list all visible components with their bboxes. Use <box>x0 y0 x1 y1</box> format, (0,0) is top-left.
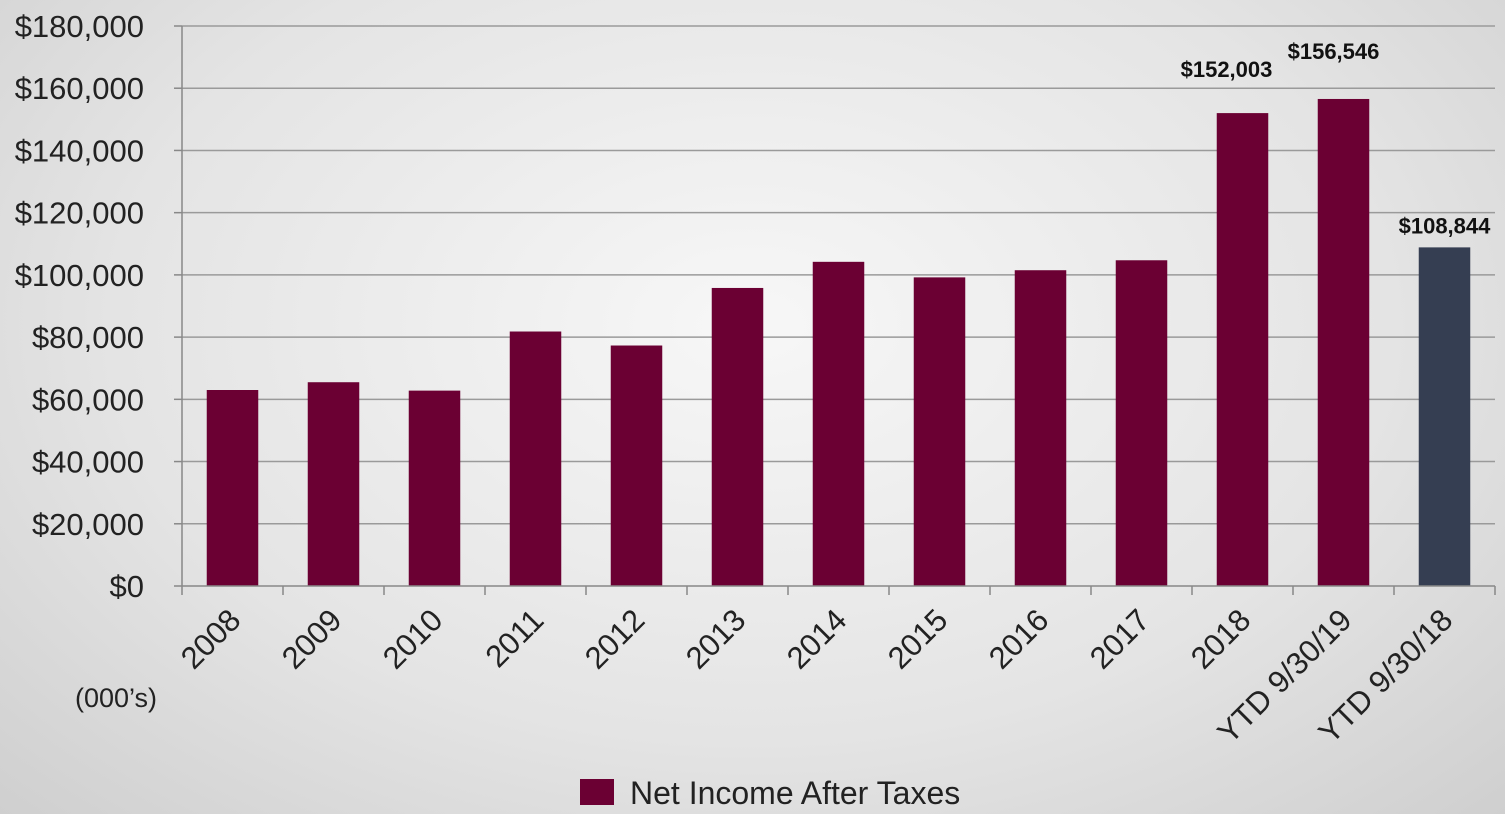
bar <box>1317 98 1370 586</box>
unit-label: (000’s) <box>75 683 157 713</box>
y-tick-label: $100,000 <box>15 258 144 293</box>
bar <box>913 277 966 586</box>
legend: Net Income After Taxes <box>580 775 960 811</box>
y-tick-label: $160,000 <box>15 71 144 106</box>
bar <box>307 382 360 586</box>
bar <box>206 390 259 586</box>
x-tick-label: 2017 <box>1083 602 1157 676</box>
bar <box>1014 270 1067 586</box>
x-tick-label: 2009 <box>275 602 349 676</box>
x-tick-label: 2008 <box>174 602 248 676</box>
y-tick-label: $80,000 <box>32 320 144 355</box>
data-labels: $152,003 $156,546 $108,844 <box>1181 39 1492 238</box>
x-tick-label: 2015 <box>881 602 955 676</box>
bar <box>408 390 461 586</box>
y-tick-label: $0 <box>110 569 144 604</box>
y-tick-label: $40,000 <box>32 445 144 480</box>
x-tick-label: 2010 <box>376 602 450 676</box>
bar <box>509 331 562 586</box>
legend-swatch <box>580 779 614 805</box>
x-tick-labels: 2008 2009 2010 2011 2012 2013 2014 2015 2016 2017… <box>174 602 1460 750</box>
bars <box>206 98 1471 587</box>
bar <box>1115 260 1168 586</box>
bar <box>812 261 865 586</box>
bar <box>1216 113 1269 586</box>
y-tick-label: $120,000 <box>15 196 144 231</box>
x-tick-label: 2011 <box>479 602 551 674</box>
x-tick-label: 2016 <box>982 602 1056 676</box>
data-label: $108,844 <box>1399 213 1492 238</box>
bar <box>610 345 663 586</box>
data-label: $152,003 <box>1181 57 1273 82</box>
bar <box>1418 247 1471 587</box>
x-tick-label: 2013 <box>679 602 753 676</box>
x-tick-label: 2012 <box>578 602 652 676</box>
y-tick-label: $180,000 <box>15 9 144 44</box>
bar <box>711 287 764 586</box>
y-tick-labels: $0 $20,000 $40,000 $60,000 $80,000 $100,000 $1… <box>15 9 144 604</box>
legend-label: Net Income After Taxes <box>630 775 960 811</box>
x-tick-label: 2018 <box>1184 602 1258 676</box>
y-tick-label: $20,000 <box>32 507 144 542</box>
y-tick-label: $60,000 <box>32 382 144 417</box>
data-label: $156,546 <box>1288 39 1380 64</box>
axes <box>174 25 1496 595</box>
y-tick-label: $140,000 <box>15 133 144 168</box>
x-tick-label: 2014 <box>780 602 854 676</box>
